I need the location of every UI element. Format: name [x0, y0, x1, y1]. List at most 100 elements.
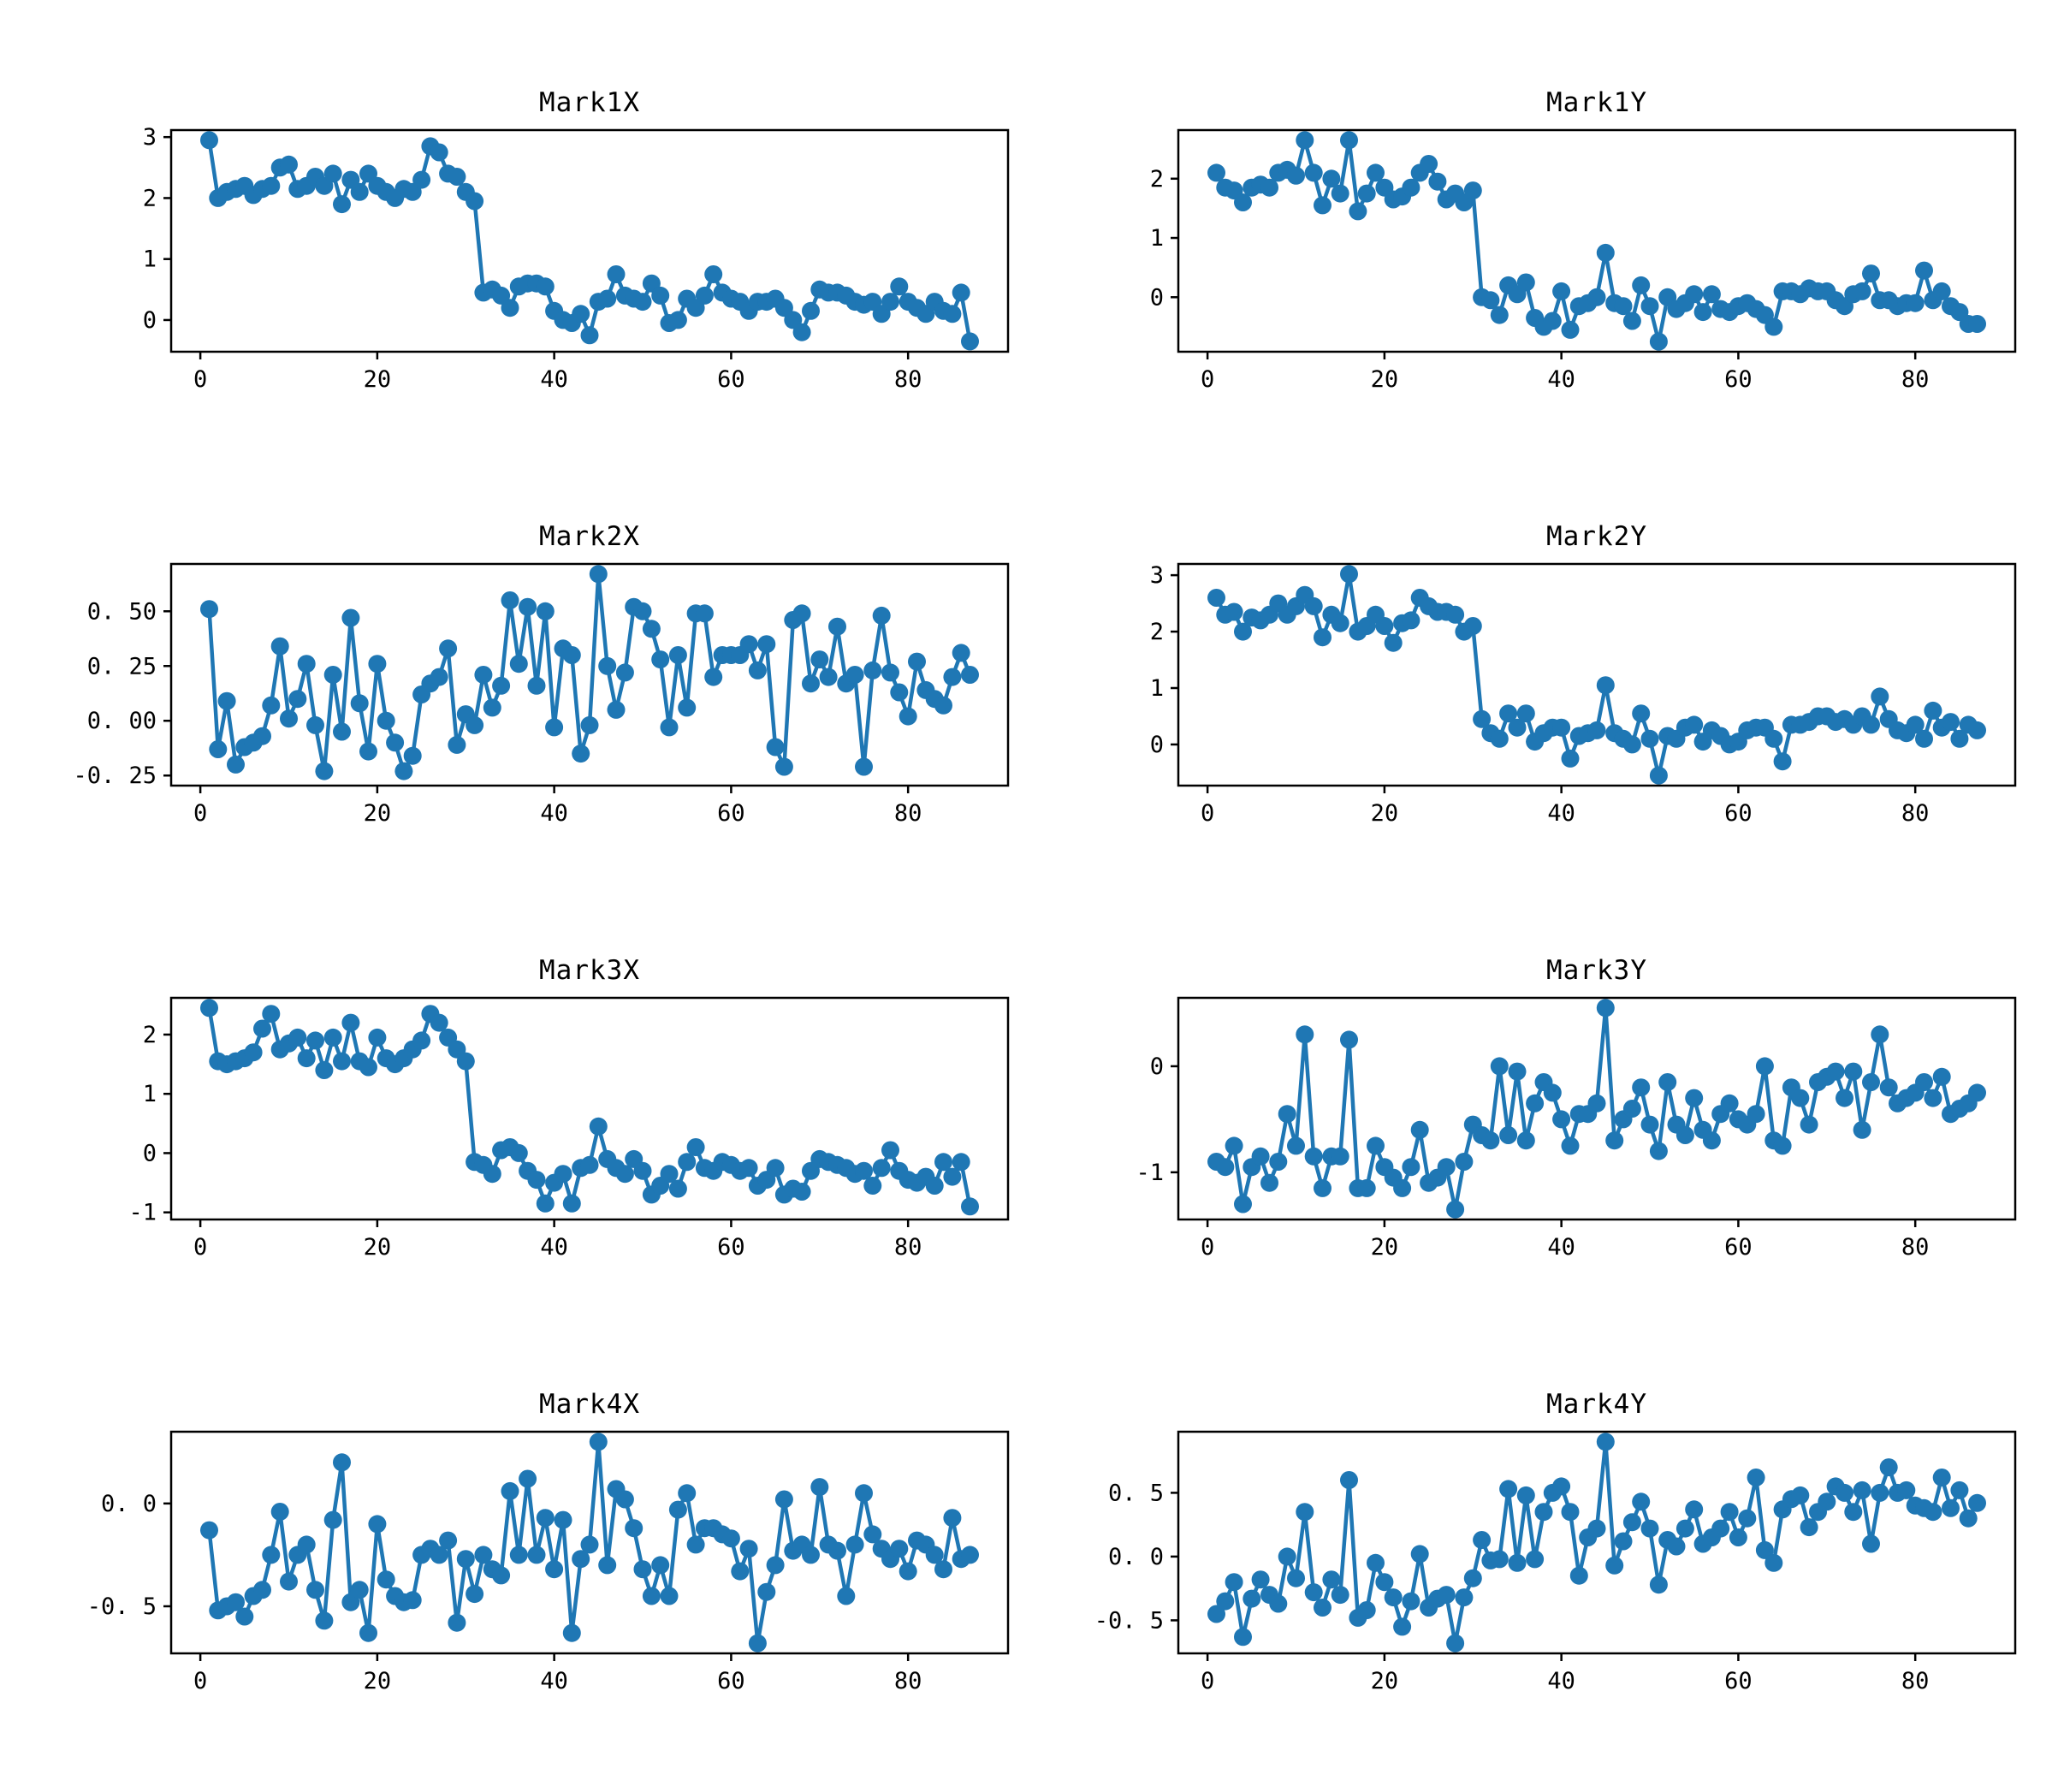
data-point — [1269, 1594, 1288, 1613]
data-point — [1499, 1126, 1518, 1144]
data-point — [262, 176, 281, 195]
data-point — [1251, 1570, 1270, 1589]
data-point — [1862, 1073, 1880, 1091]
axes-frame — [169, 128, 1010, 353]
data-point — [1596, 243, 1615, 262]
data-point — [403, 746, 422, 765]
data-point — [1800, 1115, 1818, 1134]
data-point — [1844, 1503, 1863, 1522]
data-point — [1932, 1067, 1951, 1086]
subplot-mark4x: Mark4X 0 20 40 60 80 0. 0 -0. 5 — [34, 1382, 1027, 1705]
data-point — [1836, 1089, 1853, 1107]
y-tick-label: 1 — [1150, 225, 1164, 252]
data-point — [1207, 589, 1225, 607]
data-point — [1437, 1586, 1456, 1605]
data-point — [1853, 1480, 1871, 1499]
data-point — [1402, 1158, 1420, 1177]
data-point — [1729, 1528, 1747, 1546]
data-point — [1658, 1073, 1677, 1091]
data-point — [1446, 1200, 1465, 1219]
data-point — [1287, 1136, 1305, 1155]
data-point — [881, 663, 899, 682]
x-tick-label: 60 — [717, 800, 745, 827]
data-point — [1340, 1471, 1358, 1489]
data-point — [368, 655, 387, 673]
data-point — [1357, 1601, 1376, 1619]
data-point — [368, 1515, 387, 1534]
x-tick-label: 40 — [540, 1668, 568, 1694]
data-point — [1393, 1178, 1412, 1197]
data-point — [802, 674, 820, 693]
data-point — [200, 600, 218, 619]
x-tick-label: 20 — [364, 366, 392, 393]
x-tick-label: 20 — [364, 1234, 392, 1261]
x-tick-label: 80 — [1901, 366, 1930, 393]
data-point — [1569, 1566, 1588, 1585]
data-point — [899, 1562, 917, 1581]
data-point — [1216, 1592, 1235, 1611]
data-point — [1490, 1057, 1509, 1076]
data-point — [536, 277, 555, 296]
data-point — [766, 1556, 785, 1575]
data-point — [615, 663, 634, 682]
x-tick-label: 40 — [540, 800, 568, 827]
data-point — [1516, 704, 1535, 723]
x-tick-label: 80 — [1901, 800, 1930, 827]
data-point — [925, 1546, 944, 1564]
data-point — [1393, 1617, 1412, 1636]
data-point — [341, 608, 360, 627]
data-point — [1871, 687, 1889, 706]
y-tick-label: 0. 5 — [1108, 1480, 1164, 1506]
data-point — [350, 694, 369, 713]
data-point — [412, 170, 431, 189]
data-point — [430, 1546, 448, 1564]
data-point — [527, 1546, 546, 1564]
data-point — [1596, 1433, 1615, 1451]
data-point — [483, 698, 501, 717]
data-point — [200, 1521, 218, 1540]
data-point — [1640, 729, 1659, 748]
data-point — [1463, 617, 1482, 635]
data-point — [1561, 1503, 1580, 1522]
data-point — [1747, 1469, 1765, 1486]
data-point — [1304, 1583, 1323, 1602]
data-point — [580, 1155, 599, 1174]
data-point — [908, 652, 926, 671]
data-point — [315, 1061, 334, 1079]
x-tick-label: 20 — [364, 800, 392, 827]
data-point — [1932, 282, 1951, 300]
data-point — [1375, 1573, 1394, 1592]
data-point — [1331, 614, 1349, 632]
data-point — [1251, 1147, 1270, 1166]
data-point — [1871, 1025, 1889, 1044]
data-point — [1924, 701, 1942, 720]
data-point — [1596, 676, 1615, 695]
data-point — [545, 718, 564, 737]
plot-area: 0 20 40 60 80 -1 0 1 2 — [128, 996, 1010, 1261]
y-tick-label: 0 — [143, 1140, 157, 1166]
data-point — [1614, 297, 1633, 316]
data-point — [668, 1500, 687, 1519]
data-point — [748, 661, 767, 679]
data-point — [1853, 1120, 1871, 1139]
y-tick-label: 0 — [1150, 1053, 1164, 1080]
data-point — [607, 700, 626, 719]
data-point — [598, 1556, 617, 1575]
data-point — [828, 617, 846, 636]
x-tick-label: 60 — [717, 1668, 745, 1694]
data-point — [1915, 1073, 1933, 1091]
data-point — [1702, 285, 1721, 304]
data-point — [1818, 1492, 1836, 1511]
data-point — [333, 722, 351, 741]
data-point — [1685, 1089, 1704, 1107]
data-point — [757, 635, 776, 654]
data-point — [280, 709, 298, 728]
data-point — [695, 604, 714, 623]
y-tick-label: -1 — [128, 1200, 157, 1226]
data-point — [1711, 1519, 1730, 1538]
data-point — [1367, 163, 1385, 182]
data-point — [1375, 617, 1394, 635]
data-point — [1357, 184, 1376, 203]
x-tick-label: 20 — [1371, 800, 1399, 827]
